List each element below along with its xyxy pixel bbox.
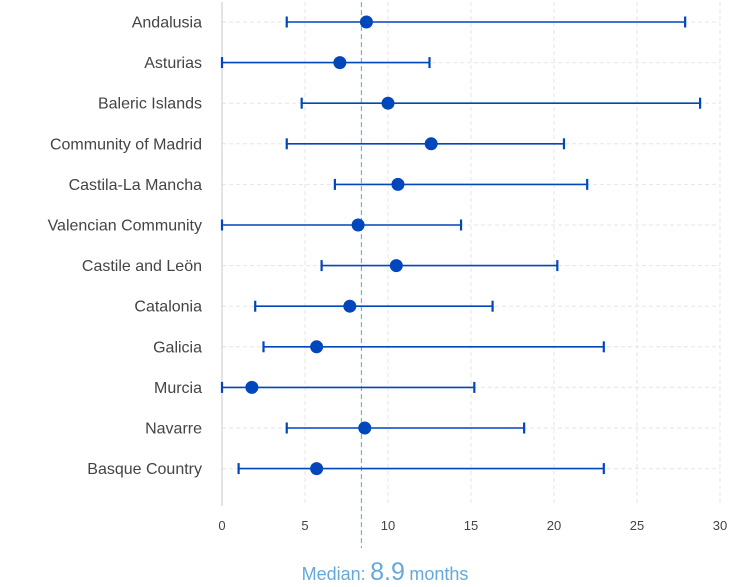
category-label: Asturias — [144, 55, 202, 72]
category-label: Castila-La Mancha — [69, 177, 203, 194]
value-dot — [424, 137, 438, 151]
median-unit: months — [409, 564, 469, 584]
value-dot — [391, 177, 405, 191]
value-dot — [245, 380, 259, 394]
value-dot — [333, 56, 347, 70]
category-label: Galicia — [153, 339, 202, 356]
x-tick-label: 25 — [630, 518, 644, 533]
median-prefix: Median: — [301, 564, 366, 584]
category-label: Murcia — [154, 380, 202, 397]
x-tick-label: 10 — [381, 518, 395, 533]
x-tick-label: 15 — [464, 518, 478, 533]
value-dot — [351, 218, 365, 232]
x-tick-label: 0 — [218, 518, 225, 533]
median-value: 8.9 — [370, 558, 405, 586]
category-label: Valencian Community — [48, 218, 202, 235]
x-tick-label: 20 — [547, 518, 561, 533]
category-label: Baleric Islands — [98, 96, 202, 113]
value-dot — [381, 96, 395, 110]
value-dot — [358, 421, 372, 435]
value-dot — [359, 15, 373, 29]
category-label: Basque Country — [87, 461, 202, 478]
median-caption: Median: 8.9 months — [0, 558, 742, 587]
value-dot — [389, 259, 403, 273]
x-axis: 0 5 10 15 20 25 30 — [218, 2, 727, 533]
category-label: Andalusia — [132, 15, 202, 32]
category-label: Catalonia — [134, 299, 202, 316]
x-tick-label: 30 — [713, 518, 727, 533]
marks — [220, 15, 702, 476]
category-label: Navarre — [145, 421, 202, 438]
gridlines — [222, 2, 721, 506]
value-dot — [310, 462, 324, 476]
category-label: Community of Madrid — [50, 136, 202, 153]
category-labels: Andalusia Asturias Baleric Islands Communit… — [48, 15, 203, 479]
category-label: Castile and Leön — [82, 258, 202, 275]
value-dot — [343, 299, 357, 313]
value-dot — [310, 340, 324, 354]
x-tick-label: 5 — [301, 518, 308, 533]
chart: 0 5 10 15 20 25 30 Andalusia Asturias Baleric Is… — [48, 2, 727, 548]
